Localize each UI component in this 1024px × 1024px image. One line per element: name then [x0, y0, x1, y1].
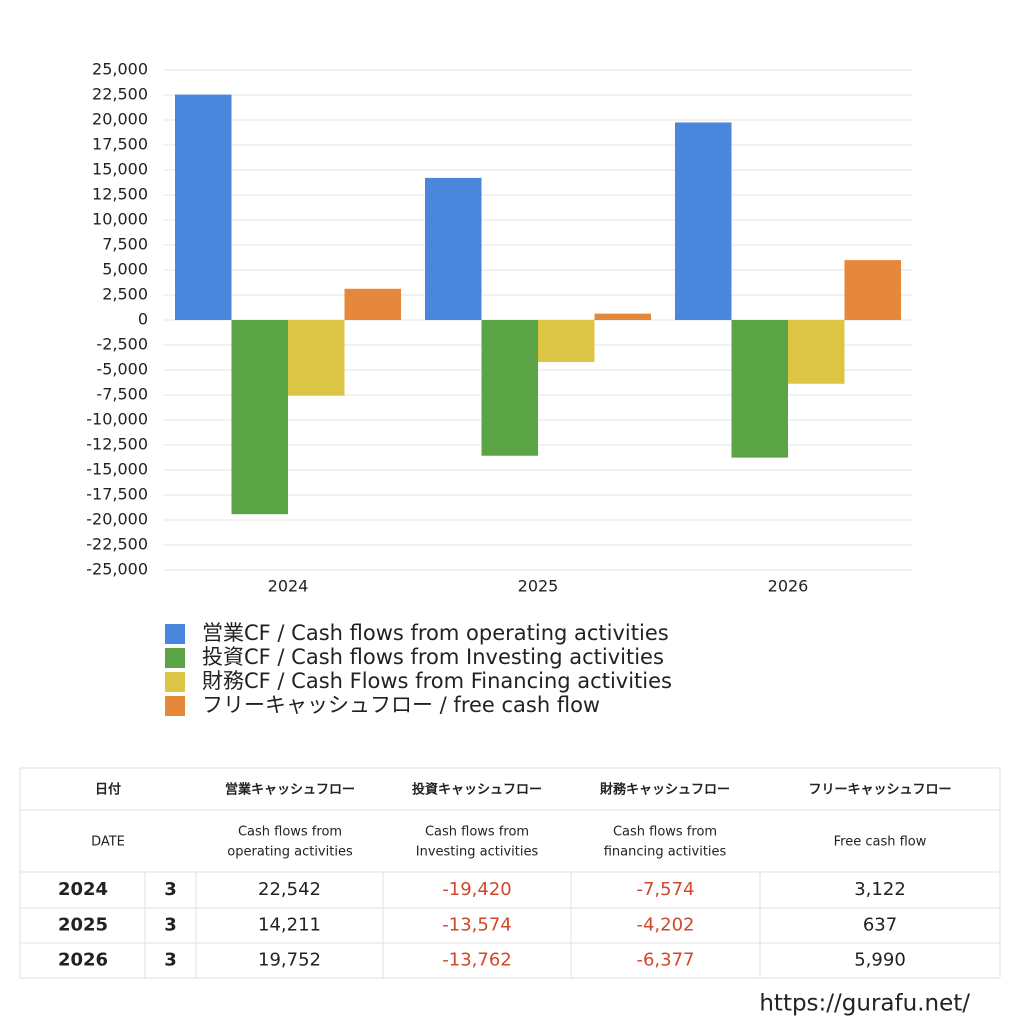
- y-tick-label: 17,500: [92, 135, 148, 154]
- x-tick-label: 2026: [768, 577, 809, 596]
- table-header: フリーキャッシュフロー: [808, 783, 951, 798]
- table-cell: 2024: [58, 879, 108, 900]
- table-subheader: Free cash flow: [834, 835, 927, 850]
- table-cell: 3: [164, 879, 177, 900]
- table-subheader: Cash flows from: [425, 825, 529, 840]
- bar: [425, 177, 482, 320]
- bar: [538, 320, 595, 363]
- legend-swatch: [165, 648, 185, 668]
- y-tick-label: 20,000: [92, 110, 148, 129]
- y-tick-label: -22,500: [86, 535, 148, 554]
- table-cell: 2026: [58, 950, 108, 971]
- table-cell: -13,574: [442, 915, 511, 936]
- table-cell: 5,990: [854, 950, 906, 971]
- table-subheader: Investing activities: [416, 845, 539, 860]
- x-tick-label: 2025: [518, 577, 559, 596]
- table-cell: 3,122: [854, 879, 906, 900]
- y-tick-label: 7,500: [102, 235, 148, 254]
- bar: [788, 320, 845, 384]
- table-subheader: DATE: [91, 835, 125, 850]
- legend-label: 財務CF / Cash Flows from Financing activit…: [202, 669, 672, 693]
- table-subheader: Cash flows from: [238, 825, 342, 840]
- legend-swatch: [165, 696, 185, 716]
- y-tick-label: 22,500: [92, 85, 148, 104]
- y-tick-label: 15,000: [92, 160, 148, 179]
- table-cell: 19,752: [258, 950, 321, 971]
- bar: [288, 320, 345, 396]
- bar: [344, 288, 401, 320]
- y-tick-label: -25,000: [86, 560, 148, 579]
- site-url: https://gurafu.net/: [759, 991, 970, 1017]
- table-cell: 2025: [58, 915, 108, 936]
- legend-label: 営業CF / Cash flows from operating activit…: [202, 621, 669, 645]
- table-cell: 3: [164, 915, 177, 936]
- legend-swatch: [165, 624, 185, 644]
- y-tick-label: -10,000: [86, 410, 148, 429]
- y-tick-label: 5,000: [102, 260, 148, 279]
- y-tick-label: -17,500: [86, 485, 148, 504]
- table-subheader: Cash flows from: [613, 825, 717, 840]
- y-tick-label: 12,500: [92, 185, 148, 204]
- y-tick-label: -7,500: [96, 385, 148, 404]
- y-tick-label: -20,000: [86, 510, 148, 529]
- table-header: 日付: [95, 782, 121, 798]
- table-header: 営業キャッシュフロー: [225, 782, 355, 798]
- bar: [481, 320, 538, 456]
- y-tick-label: -15,000: [86, 460, 148, 479]
- table-cell: -6,377: [636, 950, 694, 971]
- legend-label: 投資CF / Cash flows from Investing activit…: [202, 645, 664, 669]
- table-subheader: operating activities: [227, 845, 353, 860]
- table-cell: 22,542: [258, 879, 321, 900]
- table-cell: 14,211: [258, 915, 321, 936]
- table-subheader: financing activities: [604, 845, 727, 860]
- table-cell: 3: [164, 950, 177, 971]
- y-tick-label: 2,500: [102, 285, 148, 304]
- table-header: 財務キャッシュフロー: [599, 782, 730, 798]
- legend-label: フリーキャッシュフロー / free cash flow: [202, 693, 600, 717]
- bar: [675, 122, 732, 320]
- bar: [594, 313, 651, 320]
- y-tick-label: 10,000: [92, 210, 148, 229]
- bar: [844, 260, 901, 320]
- y-tick-label: 25,000: [92, 60, 148, 79]
- y-tick-label: -5,000: [96, 360, 148, 379]
- table-cell: -13,762: [442, 950, 511, 971]
- y-tick-label: -12,500: [86, 435, 148, 454]
- x-tick-label: 2024: [268, 577, 309, 596]
- y-tick-label: -2,500: [96, 335, 148, 354]
- bar: [175, 94, 232, 320]
- table-cell: 637: [863, 915, 897, 936]
- table-cell: -19,420: [442, 879, 511, 900]
- legend-swatch: [165, 672, 185, 692]
- table-cell: -7,574: [636, 879, 694, 900]
- y-tick-label: 0: [138, 310, 148, 329]
- table-header: 投資キャッシュフロー: [412, 782, 542, 798]
- table-cell: -4,202: [636, 915, 694, 936]
- bar: [231, 320, 288, 515]
- bar: [731, 320, 788, 458]
